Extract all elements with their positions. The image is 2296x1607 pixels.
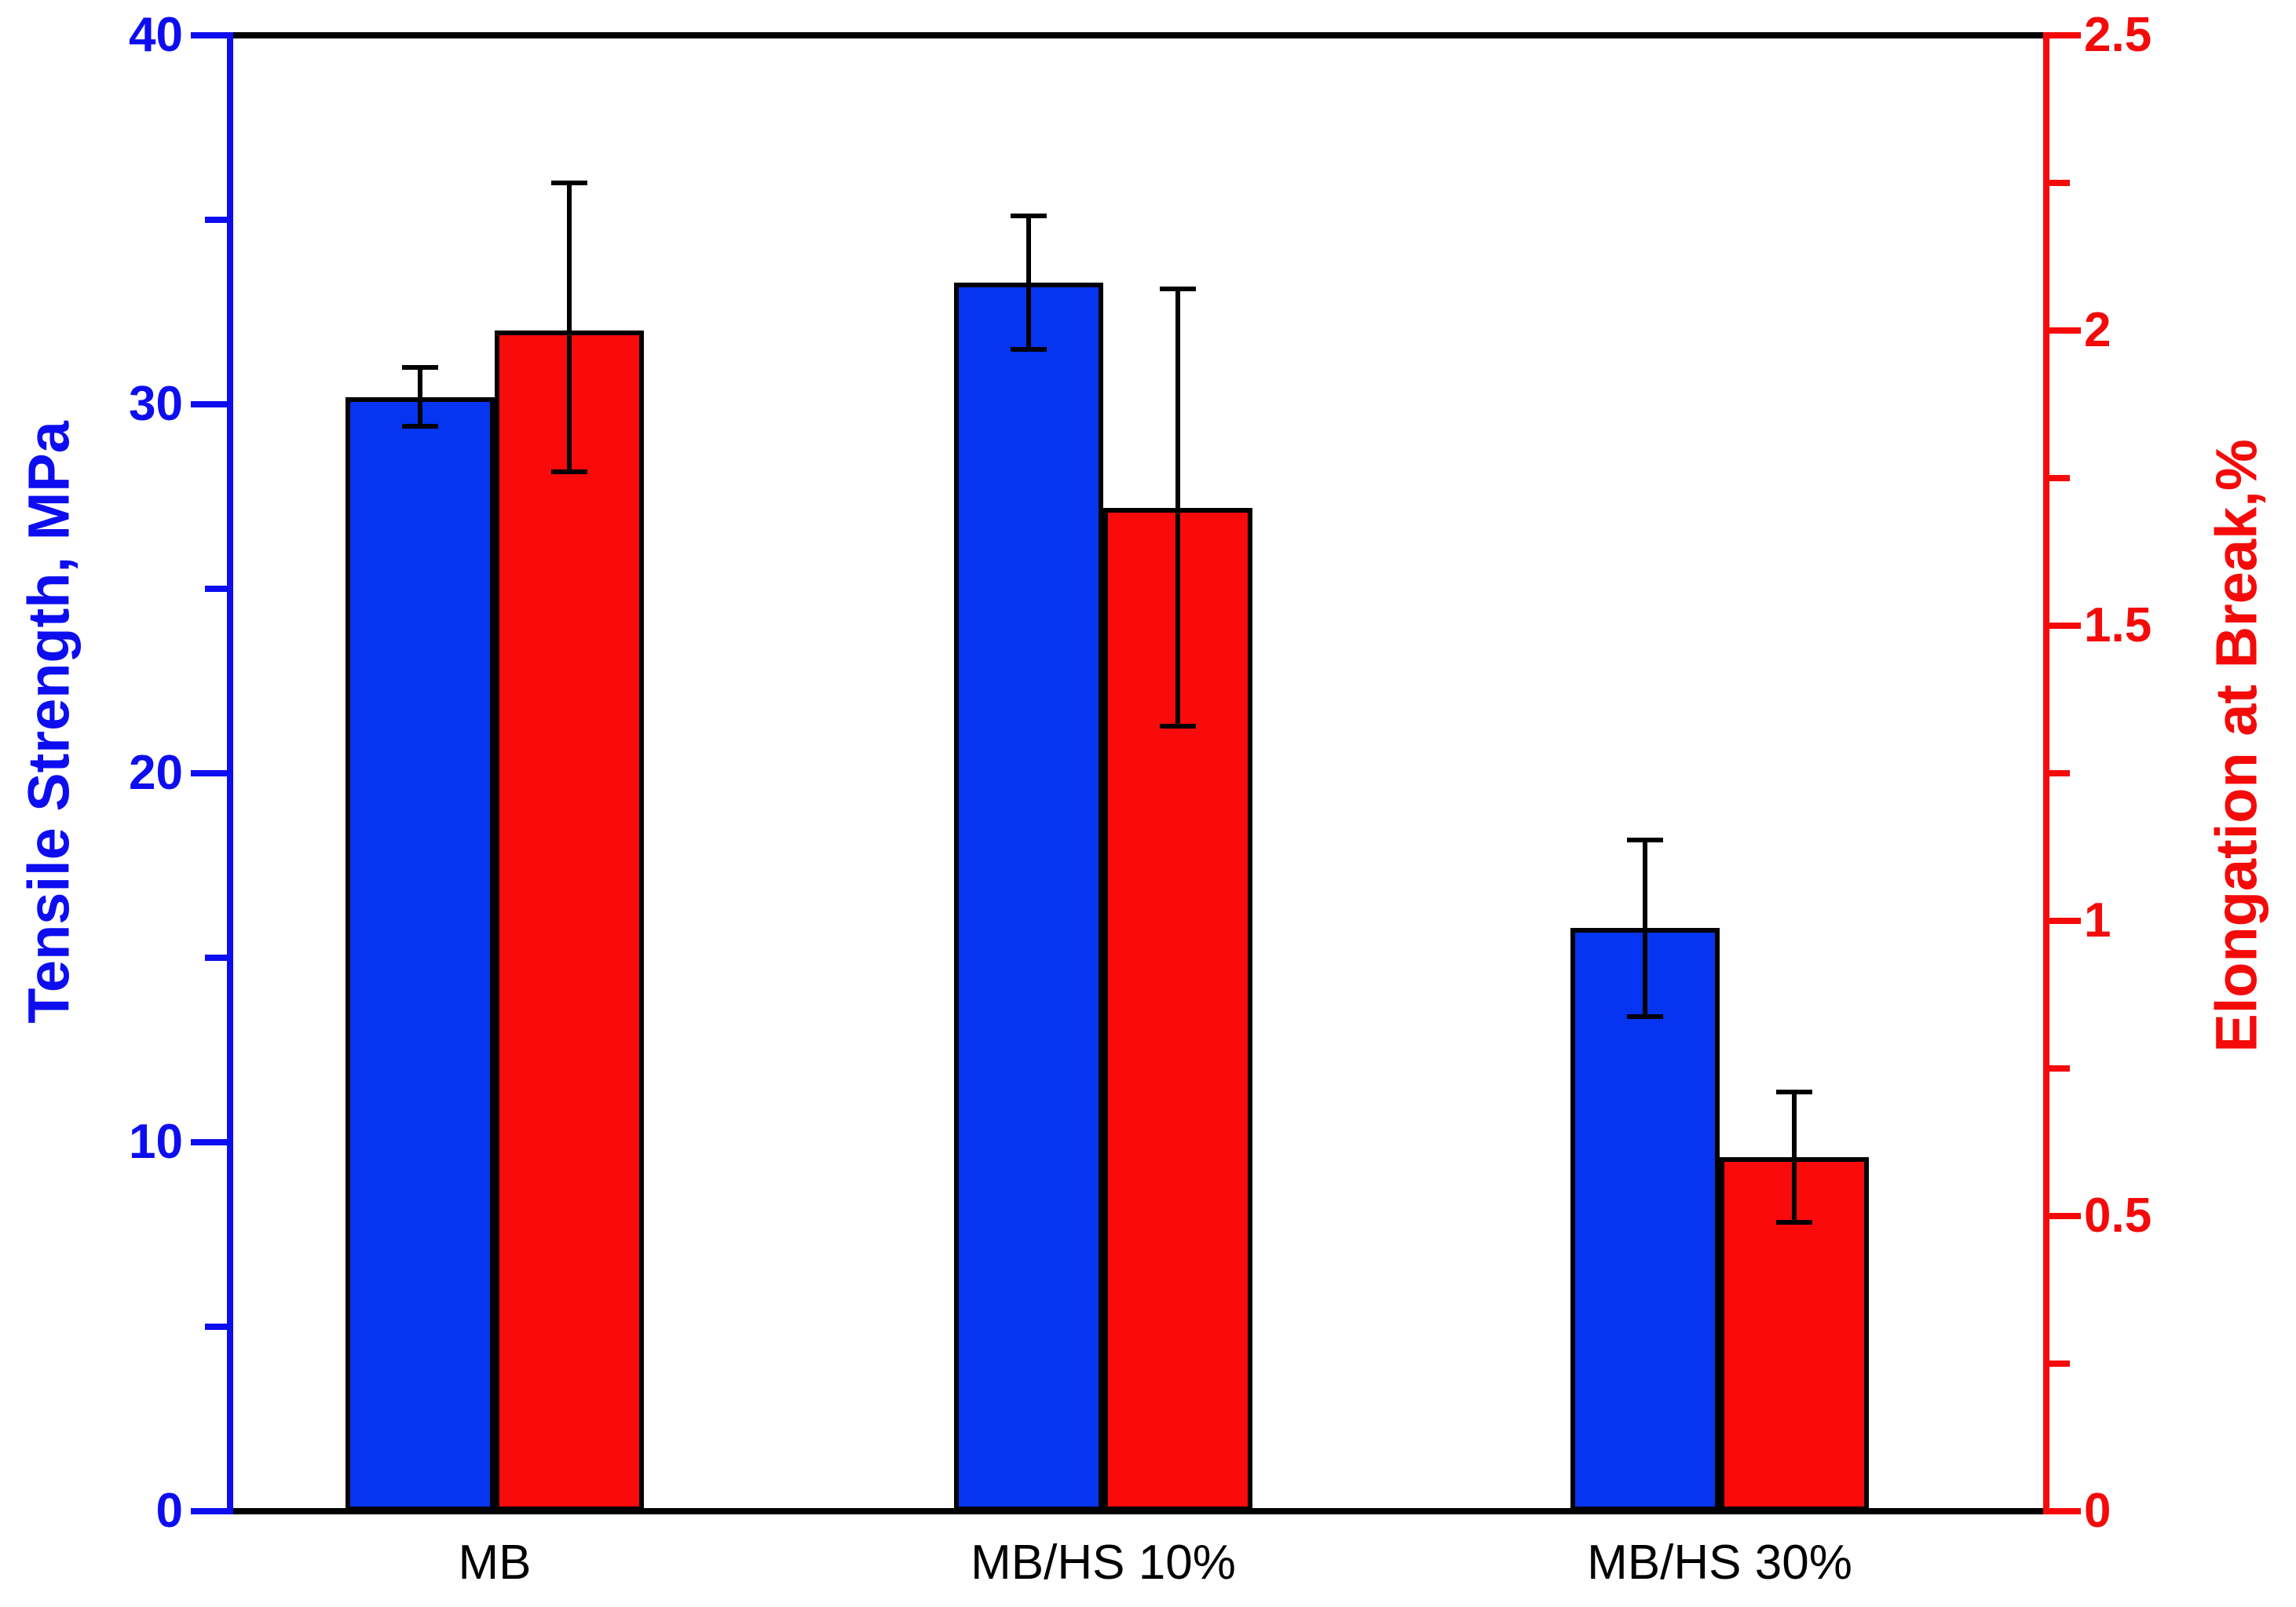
left-tick-label: 40 bbox=[129, 8, 183, 62]
left-tick-label: 0 bbox=[155, 1484, 183, 1538]
error-bar-cap-top bbox=[1160, 287, 1196, 291]
left-tick-label: 10 bbox=[129, 1115, 183, 1169]
left-minor-tick bbox=[205, 955, 230, 961]
error-bar-cap-bottom bbox=[402, 424, 438, 429]
error-bar-line bbox=[567, 183, 572, 472]
left-axis-title: Tensile Strength, MPa bbox=[16, 421, 82, 1024]
right-tick-label: 2.5 bbox=[2084, 8, 2152, 62]
bar-elongation-at-break-0 bbox=[495, 331, 644, 1511]
plot-top-border bbox=[227, 32, 2049, 38]
right-tick-label: 0 bbox=[2084, 1484, 2111, 1538]
left-major-tick bbox=[191, 1508, 230, 1514]
error-bar-cap-bottom bbox=[551, 469, 587, 474]
error-bar-cap-top bbox=[1011, 214, 1047, 218]
error-bar-cap-top bbox=[551, 181, 587, 185]
x-axis-line bbox=[227, 1508, 2049, 1514]
error-bar-cap-bottom bbox=[1011, 347, 1047, 352]
bar-tensile-strength-1 bbox=[954, 283, 1103, 1511]
right-minor-tick bbox=[2046, 770, 2070, 776]
error-bar-line bbox=[1643, 840, 1647, 1017]
left-major-tick bbox=[191, 1139, 230, 1145]
left-axis-line bbox=[227, 32, 233, 1514]
category-label: MB/HS 10% bbox=[971, 1536, 1236, 1590]
error-bar-line bbox=[418, 367, 422, 426]
right-minor-tick bbox=[2046, 180, 2070, 186]
right-tick-label: 1 bbox=[2084, 893, 2111, 948]
right-minor-tick bbox=[2046, 475, 2070, 481]
right-major-tick bbox=[2046, 1508, 2081, 1514]
category-label: MB bbox=[458, 1536, 532, 1590]
right-major-tick bbox=[2046, 918, 2081, 924]
right-major-tick bbox=[2046, 1213, 2081, 1219]
error-bar-line bbox=[1026, 216, 1031, 349]
error-bar-cap-bottom bbox=[1776, 1220, 1812, 1225]
right-tick-label: 1.5 bbox=[2084, 598, 2152, 652]
left-major-tick bbox=[191, 401, 230, 407]
right-axis-title: Elongation at Break,% bbox=[2203, 439, 2269, 1053]
error-bar-cap-top bbox=[1776, 1090, 1812, 1094]
left-tick-label: 20 bbox=[129, 746, 183, 800]
right-tick-label: 2 bbox=[2084, 303, 2111, 357]
right-tick-label: 0.5 bbox=[2084, 1189, 2152, 1243]
right-major-tick bbox=[2046, 327, 2081, 334]
category-label: MB/HS 30% bbox=[1587, 1536, 1852, 1590]
error-bar-cap-top bbox=[1627, 838, 1663, 842]
right-minor-tick bbox=[2046, 1360, 2070, 1367]
error-bar-line bbox=[1175, 289, 1180, 725]
error-bar-cap-bottom bbox=[1627, 1014, 1663, 1019]
left-tick-label: 30 bbox=[129, 377, 183, 431]
right-minor-tick bbox=[2046, 1065, 2070, 1072]
error-bar-line bbox=[1792, 1092, 1797, 1222]
bar-tensile-strength-0 bbox=[345, 397, 495, 1511]
left-major-tick bbox=[191, 770, 230, 776]
left-minor-tick bbox=[205, 1324, 230, 1330]
error-bar-cap-top bbox=[402, 365, 438, 370]
bar-elongation-at-break-2 bbox=[1720, 1157, 1869, 1511]
right-major-tick bbox=[2046, 623, 2081, 629]
left-minor-tick bbox=[205, 217, 230, 223]
right-major-tick bbox=[2046, 32, 2081, 38]
error-bar-cap-bottom bbox=[1160, 724, 1196, 729]
left-major-tick bbox=[191, 32, 230, 38]
left-minor-tick bbox=[205, 586, 230, 592]
